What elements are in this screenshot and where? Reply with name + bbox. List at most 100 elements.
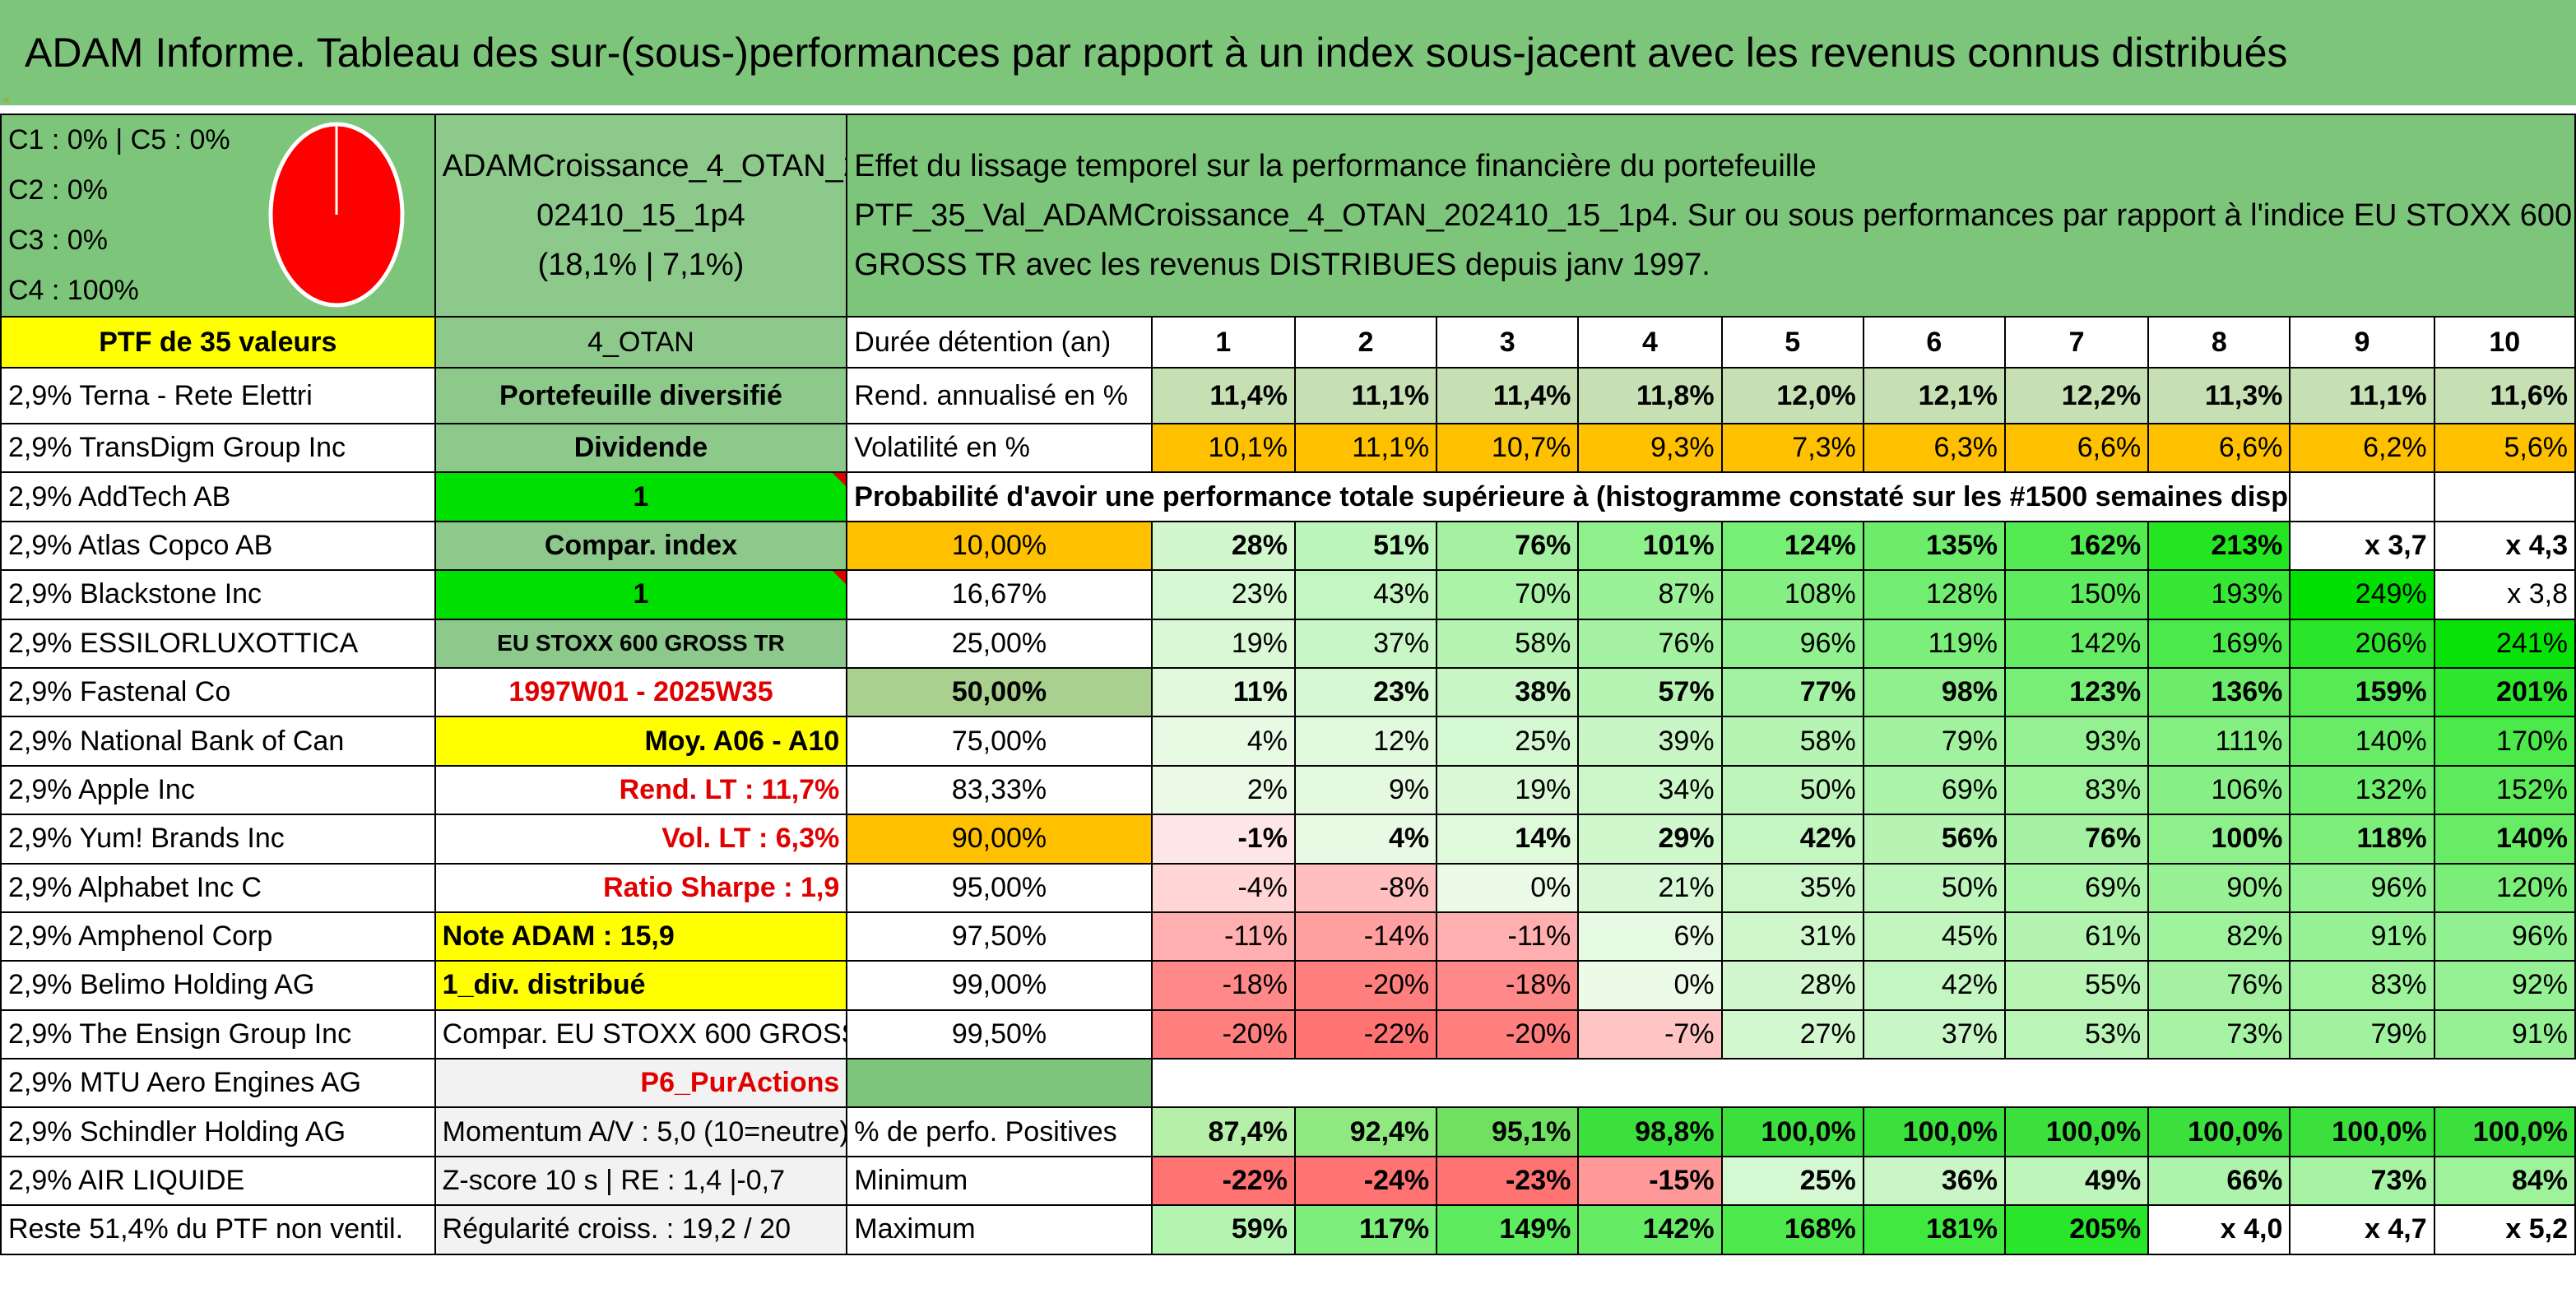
class-breakdown-cell: C1 : 0% | C5 : 0% C2 : 0% C3 : 0% C4 : 1… [0,114,436,318]
quantile-value: 132% [2289,764,2435,816]
holding-name: 2,9% MTU Aero Engines AG [0,1058,436,1109]
quantile-value: 28% [1720,960,1864,1011]
year-header: 1 [1150,316,1296,369]
description-line: GROSS TR avec les revenus DISTRIBUES dep… [854,248,1710,282]
quantile-value: 118% [2289,814,2435,865]
quantile-value: 42% [1720,814,1864,865]
quantile-value: 120% [2433,862,2576,913]
rend-value: 12,2% [2003,367,2150,424]
rend-value: 12,0% [1720,367,1864,424]
quantile-value: 136% [2147,666,2291,718]
quantile-value: 93% [2003,716,2150,767]
quantile-value: -18% [1150,960,1296,1011]
maximum-value: 142% [1577,1204,1723,1255]
quantile-value: 150% [2003,569,2150,620]
table-row: 2,9% Fastenal Co 1997W01 - 2025W35 50,00% 1… [0,666,2576,718]
holding-name: 2,9% Amphenol Corp [0,911,436,962]
quantile-value: 142% [2003,618,2150,669]
quantile-value: -14% [1293,911,1438,962]
corner-mark: ‘‘ [3,95,10,112]
info-cell: Z-score 10 s | RE : 1,4 |-0,7 [434,1155,848,1207]
quantile-value: -8% [1293,862,1438,913]
quantile-value: 76% [2003,814,2150,865]
vol-value: 6,6% [2147,422,2291,474]
minimum-value: -23% [1436,1155,1580,1207]
quantile-value: 91% [2433,1008,2576,1060]
quantile-value: 61% [2003,911,2150,962]
quantile-value: x 4,3 [2433,520,2576,572]
table-row: 2,9% Schindler Holding AG Momentum A/V : … [0,1106,2576,1157]
positive-value: 87,4% [1150,1106,1296,1157]
vol-value: 6,3% [1862,422,2006,474]
quantile-value: 206% [2289,618,2435,669]
quantile-value: 11% [1150,666,1296,718]
holding-name: 2,9% Schindler Holding AG [0,1106,436,1157]
quantile-value: 4% [1150,716,1296,767]
quantile-value: 135% [1862,520,2006,572]
ptf-label: PTF de 35 valeurs [0,316,436,369]
year-header: 10 [2433,316,2576,369]
vol-value: 6,2% [2289,422,2435,474]
quantile-label: 90,00% [846,814,1153,865]
maximum-label: Maximum [846,1204,1153,1255]
quantile-value: 106% [2147,764,2291,816]
quantile-value: 83% [2289,960,2435,1011]
quantile-label: 99,50% [846,1008,1153,1060]
minimum-value: 73% [2289,1155,2435,1207]
table-row: 2,9% Alphabet Inc C Ratio Sharpe : 1,9 95,… [0,862,2576,913]
vol-value: 10,7% [1436,422,1580,474]
quantile-value: 51% [1293,520,1438,572]
table-row: 2,9% Belimo Holding AG 1_div. distribué 99… [0,960,2576,1011]
quantile-value: 119% [1862,618,2006,669]
positive-value: 100,0% [2003,1106,2150,1157]
quantile-value: 39% [1577,716,1723,767]
comment-flag-icon [833,572,846,585]
maximum-value: 149% [1436,1204,1580,1255]
quantile-label: 95,00% [846,862,1153,913]
quantile-value: 69% [2003,862,2150,913]
quantile-value: 23% [1150,569,1296,620]
info-cell: Régularité croiss. : 19,2 / 20 [434,1204,848,1255]
info-cell: Dividende [434,422,848,474]
rend-value: 11,4% [1436,367,1580,424]
year-header: 4 [1577,316,1723,369]
description-line: Effet du lissage temporel sur la perform… [854,149,1817,183]
quantile-value: -11% [1436,911,1580,962]
holding-name: 2,9% The Ensign Group Inc [0,1008,436,1060]
quantile-value: 92% [2433,960,2576,1011]
quantile-value: 70% [1436,569,1580,620]
vol-value: 10,1% [1150,422,1296,474]
quantile-value: 73% [2147,1008,2291,1060]
maximum-value: x 4,7 [2289,1204,2435,1255]
table-row: 2,9% TransDigm Group Inc Dividende Volatil… [0,422,2576,474]
info-cell: 1_div. distribué [434,960,848,1011]
minimum-value: 25% [1720,1155,1864,1207]
quantile-value: 201% [2433,666,2576,718]
performance-table: C1 : 0% | C5 : 0% C2 : 0% C3 : 0% C4 : 1… [0,114,2576,1255]
rend-value: 11,6% [2433,367,2576,424]
quantile-label: 16,67% [846,569,1153,620]
quantile-value: 111% [2147,716,2291,767]
minimum-value: -22% [1150,1155,1296,1207]
info-cell: 1 [434,569,848,620]
vol-label: Volatilité en % [846,422,1153,474]
quantile-value: 28% [1150,520,1296,572]
blank-span [1150,1059,2575,1109]
quantile-value: 159% [2289,666,2435,718]
table-row: 2,9% Blackstone Inc 1 16,67% 23% 43% 70% 87% 10… [0,569,2576,620]
portfolio-name-line: (18,1% | 7,1%) [537,248,745,282]
quantile-value: 58% [1720,716,1864,767]
minimum-label: Minimum [846,1155,1153,1207]
quantile-value: 34% [1577,764,1723,816]
class-line: C3 : 0% [8,225,108,256]
quantile-value: 50% [1720,764,1864,816]
quantile-value: -20% [1150,1008,1296,1060]
vol-value: 5,6% [2433,422,2576,474]
rend-value: 12,1% [1862,367,2006,424]
quantile-value: 69% [1862,764,2006,816]
rend-value: 11,1% [2289,367,2435,424]
quantile-value: 45% [1862,911,2006,962]
quantile-value: 25% [1436,716,1580,767]
quantile-value: 90% [2147,862,2291,913]
quantile-value: 12% [1293,716,1438,767]
